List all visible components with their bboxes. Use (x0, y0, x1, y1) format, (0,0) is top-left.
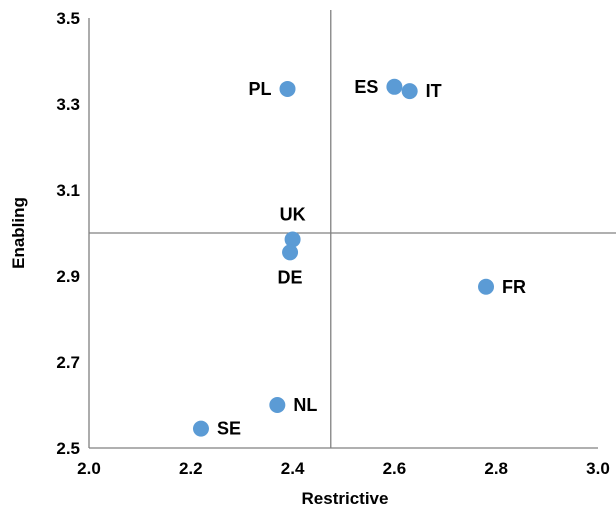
data-point-de (282, 244, 299, 261)
x-tick-label: 2.0 (77, 459, 101, 478)
y-tick-label: 3.5 (56, 9, 80, 28)
data-point-it (401, 83, 418, 100)
point-label-se: SE (217, 419, 241, 439)
data-point-fr (478, 278, 495, 295)
y-axis-title: Enabling (9, 197, 28, 269)
y-tick-label: 2.9 (56, 267, 80, 286)
data-point-uk (284, 231, 301, 248)
point-label-de: DE (278, 267, 303, 287)
y-tick-label: 3.3 (56, 95, 80, 114)
data-points (192, 78, 495, 437)
point-label-it: IT (426, 81, 442, 101)
x-tick-label: 3.0 (586, 459, 610, 478)
point-label-fr: FR (502, 277, 526, 297)
point-label-es: ES (354, 77, 378, 97)
x-tick-label: 2.6 (383, 459, 407, 478)
data-point-se (192, 420, 209, 437)
point-labels: PL ES IT UK DE FR NL SE (217, 77, 526, 439)
y-tick-label: 2.5 (56, 439, 80, 458)
data-point-nl (269, 397, 286, 413)
point-label-pl: PL (248, 79, 271, 99)
data-point-es (386, 78, 403, 95)
data-point-pl (279, 80, 296, 97)
y-tick-labels: 2.5 2.7 2.9 3.1 3.3 3.5 (56, 9, 80, 458)
point-label-nl: NL (293, 395, 317, 415)
reference-lines (89, 10, 616, 448)
x-tick-label: 2.4 (281, 459, 305, 478)
y-tick-label: 2.7 (56, 353, 80, 372)
x-tick-label: 2.8 (484, 459, 508, 478)
x-tick-label: 2.2 (179, 459, 203, 478)
x-axis-title: Restrictive (302, 489, 389, 508)
point-label-uk: UK (280, 204, 306, 224)
x-tick-labels: 2.0 2.2 2.4 2.6 2.8 3.0 (77, 459, 610, 478)
y-tick-label: 3.1 (56, 181, 80, 200)
